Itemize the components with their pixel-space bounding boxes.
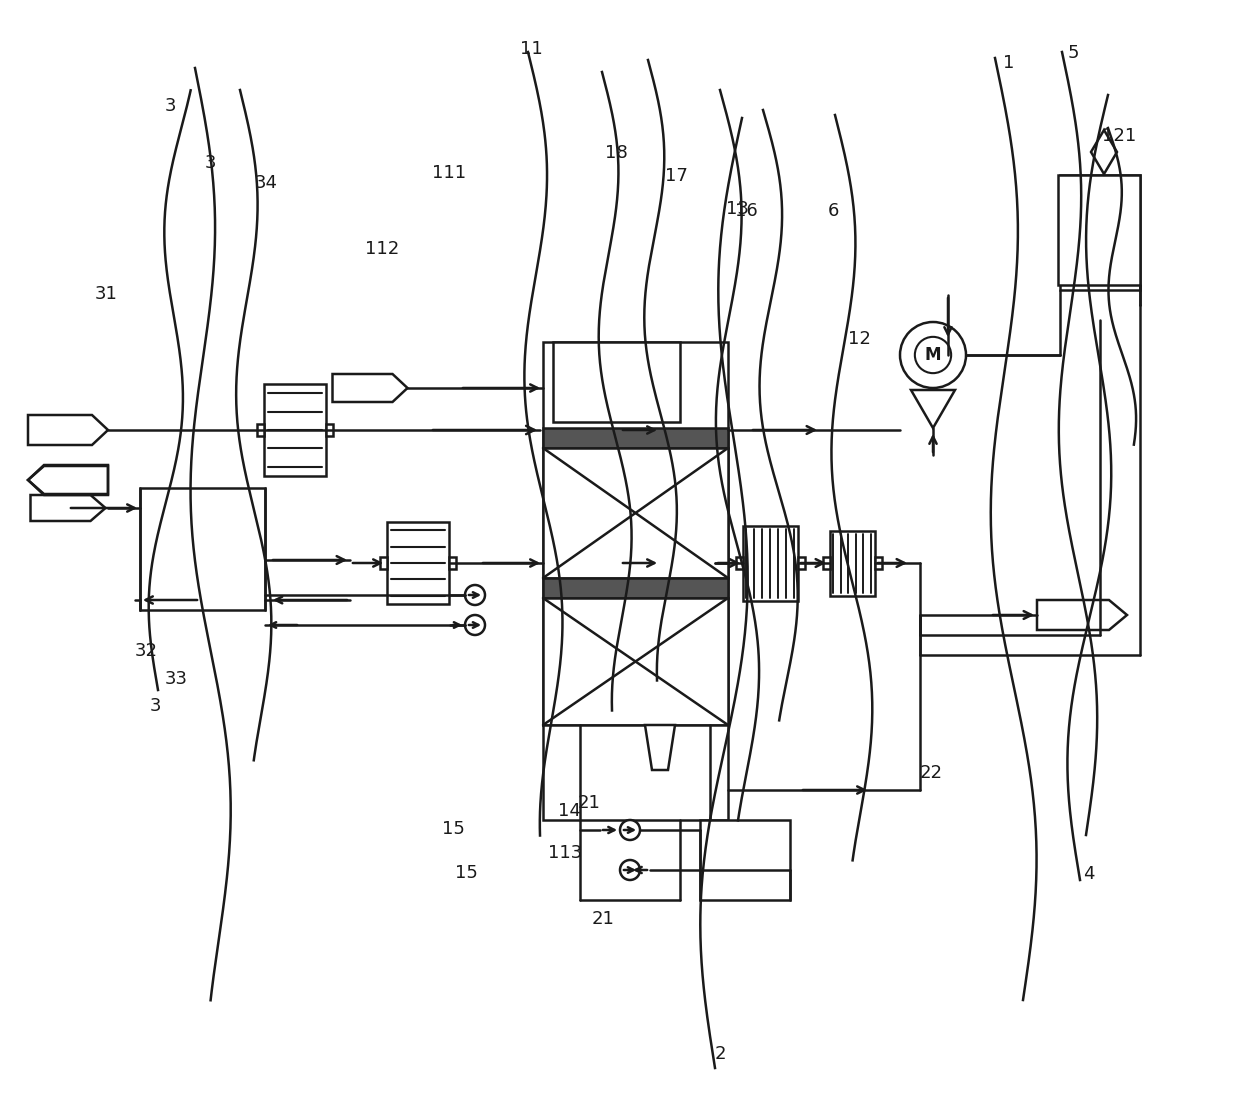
- Text: M: M: [925, 346, 941, 364]
- Text: 111: 111: [432, 164, 466, 183]
- Text: 14: 14: [558, 802, 580, 820]
- Bar: [543, 598, 728, 725]
- Bar: [543, 448, 728, 578]
- Bar: [1060, 175, 1140, 290]
- Polygon shape: [645, 725, 675, 769]
- Text: 16: 16: [735, 202, 758, 220]
- Bar: [449, 557, 456, 569]
- Text: 21: 21: [591, 910, 615, 928]
- Text: 3: 3: [165, 97, 176, 115]
- Bar: [543, 725, 728, 820]
- Text: 17: 17: [665, 167, 688, 185]
- Circle shape: [620, 860, 640, 880]
- Text: 5: 5: [1068, 44, 1080, 62]
- Bar: [257, 424, 264, 436]
- Text: 12: 12: [848, 330, 870, 348]
- Bar: [830, 530, 874, 596]
- Bar: [140, 487, 265, 610]
- Text: 31: 31: [95, 285, 118, 303]
- Bar: [701, 820, 790, 900]
- Text: 4: 4: [1083, 865, 1095, 883]
- Text: 33: 33: [165, 670, 188, 687]
- Text: 1: 1: [1003, 54, 1014, 72]
- Circle shape: [900, 322, 966, 388]
- Bar: [743, 526, 797, 600]
- Text: 13: 13: [725, 200, 749, 218]
- Text: 3: 3: [205, 154, 217, 172]
- Bar: [543, 428, 728, 448]
- Text: 15: 15: [455, 863, 477, 882]
- Text: 3: 3: [150, 697, 161, 715]
- Circle shape: [465, 615, 485, 635]
- Polygon shape: [911, 390, 955, 428]
- Text: 22: 22: [920, 764, 942, 781]
- Text: 112: 112: [365, 240, 399, 258]
- Text: 21: 21: [578, 794, 601, 812]
- Text: 18: 18: [605, 144, 627, 162]
- Text: 121: 121: [1102, 127, 1136, 145]
- Text: 11: 11: [520, 40, 543, 58]
- Bar: [543, 342, 728, 725]
- Polygon shape: [1091, 130, 1117, 174]
- Circle shape: [915, 337, 951, 373]
- Circle shape: [620, 820, 640, 841]
- Bar: [1058, 175, 1140, 285]
- Text: 15: 15: [441, 820, 465, 838]
- Text: 6: 6: [828, 202, 839, 220]
- Bar: [387, 522, 449, 604]
- Bar: [797, 557, 805, 569]
- Bar: [822, 557, 830, 569]
- Bar: [264, 384, 326, 475]
- Text: 2: 2: [715, 1045, 727, 1063]
- Text: 32: 32: [135, 642, 157, 660]
- Bar: [553, 342, 680, 422]
- Bar: [735, 557, 743, 569]
- Circle shape: [465, 585, 485, 606]
- Bar: [874, 557, 882, 569]
- Bar: [543, 578, 728, 598]
- Bar: [326, 424, 334, 436]
- Bar: [379, 557, 387, 569]
- Text: 113: 113: [548, 844, 583, 862]
- Text: 34: 34: [255, 174, 278, 192]
